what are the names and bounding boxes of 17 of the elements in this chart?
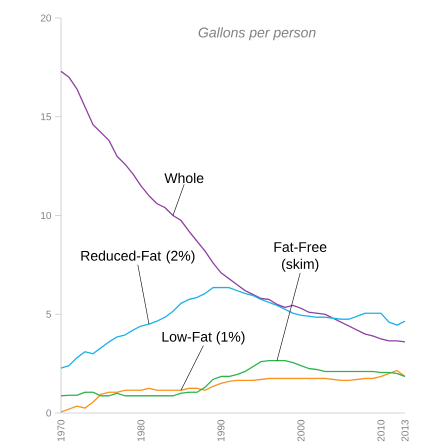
y-tick-label: 5 — [46, 310, 52, 318]
x-tick-label: 2000 — [297, 420, 305, 442]
x-tick-label: 2013 — [401, 420, 409, 442]
x-tick-label: 1970 — [57, 420, 65, 442]
line-series — [60, 70, 406, 343]
text: Low-Fat (1%) — [162, 331, 245, 344]
series-label: Whole — [164, 172, 204, 184]
text: Gallons per person — [198, 27, 316, 40]
y-tick-label: 15 — [41, 113, 52, 120]
x-tick-label: 1980 — [137, 420, 145, 442]
y-tick-label: 20 — [40, 14, 52, 22]
y-tick-label: 10 — [41, 212, 52, 220]
y-tick-label: 0 — [46, 409, 52, 417]
x-tick-label: 2010 — [377, 420, 385, 442]
x-tick-label: 1990 — [217, 420, 225, 442]
text: Fat-Free (skim) — [274, 242, 326, 272]
text: Reduced-Fat (2%) — [81, 250, 194, 264]
